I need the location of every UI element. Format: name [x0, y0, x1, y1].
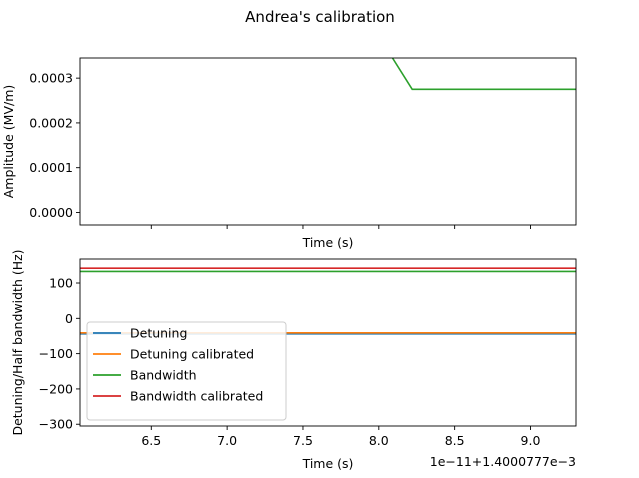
y-tick-label: −100 — [39, 346, 73, 361]
x-tick-label: 9.0 — [521, 433, 541, 448]
y-tick-label: −300 — [39, 417, 73, 432]
y-tick-label: 0.0000 — [29, 205, 73, 220]
amplitude-axes: 0.0000 0.0001 0.0002 0.0003 Time (s) Amplitud… — [1, 57, 577, 250]
y-tick-label: −200 — [39, 381, 73, 396]
legend-label-detuning-calibrated: Detuning calibrated — [130, 347, 254, 362]
y-tick-label: 0.0001 — [29, 160, 73, 175]
legend-box — [86, 321, 287, 421]
y-tick-label: 0.0003 — [29, 71, 73, 86]
x-tick-label: 8.0 — [369, 433, 389, 448]
x-offset-text: 1e−11+1.4000777e−3 — [430, 454, 576, 469]
x-axis-label: Time (s) — [302, 235, 354, 250]
y-tick-label: 0 — [65, 311, 73, 326]
x-tick-label: 6.5 — [141, 433, 161, 448]
figure-title: Andrea's calibration — [245, 8, 395, 26]
x-tick-label: 7.0 — [217, 433, 237, 448]
series-line-amplitude-0 — [391, 58, 576, 91]
y-axis-label: Amplitude (MV/m) — [1, 85, 16, 199]
legend: Detuning Detuning calibrated Bandwidth Band… — [86, 321, 287, 421]
legend-label-bandwidth-calibrated: Bandwidth calibrated — [130, 389, 263, 404]
legend-label-bandwidth: Bandwidth — [130, 368, 197, 383]
amplitude-axes-frame — [79, 57, 577, 226]
detuning-axes-frame — [79, 258, 577, 427]
legend-label-detuning: Detuning — [130, 326, 187, 341]
y-tick-label: 100 — [49, 276, 73, 291]
detuning-axes: −300 −200 −100 0 100 6.5 7.0 7.5 8.0 8.5 9.0 Time (… — [10, 249, 577, 471]
x-tick-label: 8.5 — [445, 433, 465, 448]
x-axis-label: Time (s) — [302, 456, 354, 471]
y-axis-label: Detuning/Half bandwidth (Hz) — [10, 249, 25, 435]
y-tick-label: 0.0002 — [29, 115, 73, 130]
x-tick-label: 7.5 — [293, 433, 313, 448]
